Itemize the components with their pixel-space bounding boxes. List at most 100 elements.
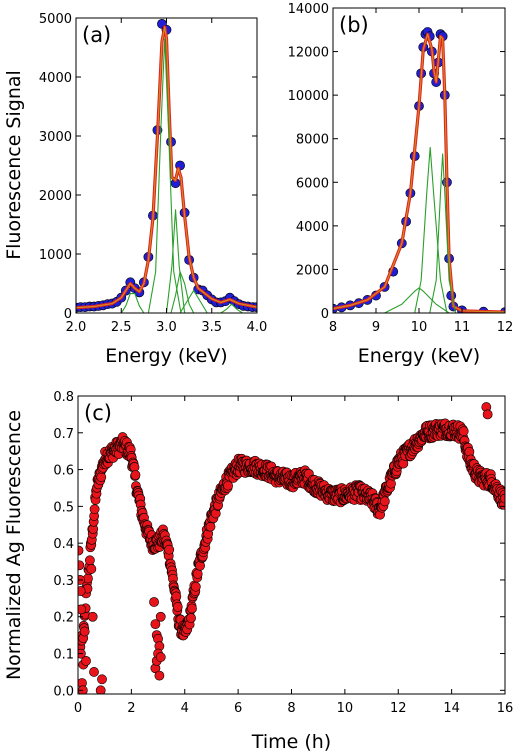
panel-c-x-tick-label: 0: [74, 701, 82, 716]
panel-c-x-tick-label: 2: [127, 701, 135, 716]
panel-c-data-point: [190, 581, 201, 592]
panel-a-y-tick-label: 4000: [39, 71, 72, 86]
panel-c-data-point: [150, 619, 161, 629]
panel-c-data-point: [154, 670, 165, 681]
panel-b-frame: [332, 7, 506, 314]
panel-c-data-point: [97, 674, 107, 685]
panel-b-x-tick-label: 10: [411, 320, 428, 335]
panel-a-x-tick-label: 2.0: [66, 320, 87, 335]
panel-c-data-point: [186, 613, 196, 623]
panel-c-data-point: [155, 611, 166, 622]
panel-a-x-tick-label: 3.0: [156, 320, 177, 335]
panel-c-data-point: [379, 496, 390, 507]
panel-c-x-tick-label: 4: [181, 701, 189, 716]
panel-c-x-tick-label: 12: [390, 701, 407, 716]
panel-c-data-point: [95, 685, 106, 694]
panel-c-data-point: [458, 426, 469, 437]
panel-a-y-tick-label: 1000: [39, 248, 72, 263]
panel-b: [332, 7, 506, 314]
panel-c-y-tick-label: 0.0: [53, 684, 74, 699]
panel-c-data-point: [89, 667, 99, 677]
panel-b-y-tick-label: 8000: [296, 133, 329, 148]
panel-c-data-point: [130, 470, 141, 480]
panel-c-y-tick-label: 0.2: [53, 611, 74, 626]
panel-c-x-tick-label: 6: [234, 701, 242, 716]
panel-c-data-point: [164, 544, 175, 555]
panel-a-component-peak: [170, 271, 195, 313]
panel-b-y-tick-label: 12000: [288, 46, 329, 61]
panel-a-component-peak: [220, 303, 243, 313]
panel-c-y-tick-label: 0.8: [53, 390, 74, 405]
panel-c-y-tick-label: 0.3: [53, 574, 74, 589]
panel-a-label: (a): [82, 23, 111, 47]
panel-c-label: (c): [84, 401, 112, 425]
panel-c-data-point: [78, 560, 85, 571]
panel-a-y-tick-label: 2000: [39, 189, 72, 204]
panel-c-plot-area: [78, 402, 505, 694]
panel-b-y-tick-label: 2000: [296, 263, 329, 278]
panel-b-x-tick-label: 12: [497, 320, 514, 335]
panel-c-data-point: [78, 586, 86, 596]
panel-a-x-tick-label: 2.5: [111, 320, 132, 335]
panel-a-plot-area: [76, 18, 257, 313]
panel-a-x-axis-label: Energy (keV): [105, 345, 227, 367]
panel-c-data-point: [149, 597, 159, 607]
panel-b-sum-line: [333, 33, 505, 313]
panel-c-data-point: [87, 611, 98, 622]
panel-b-x-tick-label: 9: [372, 320, 380, 335]
panel-c-data-point: [386, 478, 396, 489]
panel-c-x-tick-label: 14: [443, 701, 460, 716]
panel-c-data-point: [155, 652, 166, 663]
panel-c-y-tick-label: 0.6: [53, 464, 74, 479]
panel-c-data-point: [172, 602, 183, 612]
panel-a-x-tick-label: 3.5: [201, 320, 222, 335]
panel-c-data-point: [187, 603, 197, 614]
panel-a-y-axis-label: Fluorescence Signal: [3, 70, 25, 260]
panel-b-component-peak: [429, 153, 457, 313]
panel-c-y-tick-label: 0.5: [53, 500, 74, 515]
panel-c-data-point: [482, 409, 493, 420]
panel-c-data-point: [89, 504, 100, 515]
panel-a-component-peak: [179, 290, 208, 313]
panel-a-component-peak: [120, 292, 145, 313]
panel-b-x-tick-label: 11: [454, 320, 471, 335]
panel-b-component-peak: [384, 287, 450, 313]
panel-c-data-point: [84, 555, 95, 566]
panel-a-component-peak: [165, 209, 186, 313]
panel-c: [77, 395, 506, 695]
panel-b-y-tick-label: 4000: [296, 220, 329, 235]
panel-a-component-peak: [147, 38, 182, 313]
panel-a-sum-line: [76, 26, 257, 309]
panel-b-x-tick-label: 8: [329, 320, 337, 335]
panel-c-x-tick-label: 8: [287, 701, 295, 716]
panel-c-data-point: [81, 655, 91, 666]
panel-c-x-tick-label: 16: [497, 701, 514, 716]
panel-a-y-tick-label: 0: [64, 307, 72, 322]
panel-c-y-tick-label: 0.1: [53, 648, 74, 663]
panel-a: [75, 17, 258, 314]
panel-a-y-tick-label: 5000: [39, 12, 72, 27]
panel-b-label: (b): [339, 13, 369, 37]
panel-a-x-tick-label: 4.0: [247, 320, 268, 335]
panel-c-x-axis-label: Time (h): [251, 731, 331, 753]
panel-c-y-tick-label: 0.4: [53, 537, 74, 552]
panel-b-plot-area: [333, 27, 505, 313]
panel-c-x-tick-label: 10: [337, 701, 354, 716]
panel-b-x-axis-label: Energy (keV): [358, 345, 480, 367]
panel-c-data-point: [192, 569, 203, 579]
panel-b-component-peak: [414, 146, 448, 313]
panel-c-data-point: [78, 545, 84, 556]
panel-c-y-tick-label: 0.7: [53, 427, 74, 442]
panel-b-y-tick-label: 0: [321, 307, 329, 322]
panel-b-y-tick-label: 10000: [288, 89, 329, 104]
panel-c-frame: [77, 395, 506, 695]
panel-c-data-point: [78, 604, 87, 615]
panel-a-y-tick-label: 3000: [39, 130, 72, 145]
panel-c-y-axis-label: Normalized Ag Fluorescence: [3, 410, 25, 680]
panel-c-data-point: [86, 564, 97, 574]
panel-b-y-tick-label: 6000: [296, 176, 329, 191]
panel-c-data-point: [79, 626, 90, 637]
panel-c-data-point: [205, 521, 216, 532]
panel-b-y-tick-label: 14000: [288, 2, 329, 17]
